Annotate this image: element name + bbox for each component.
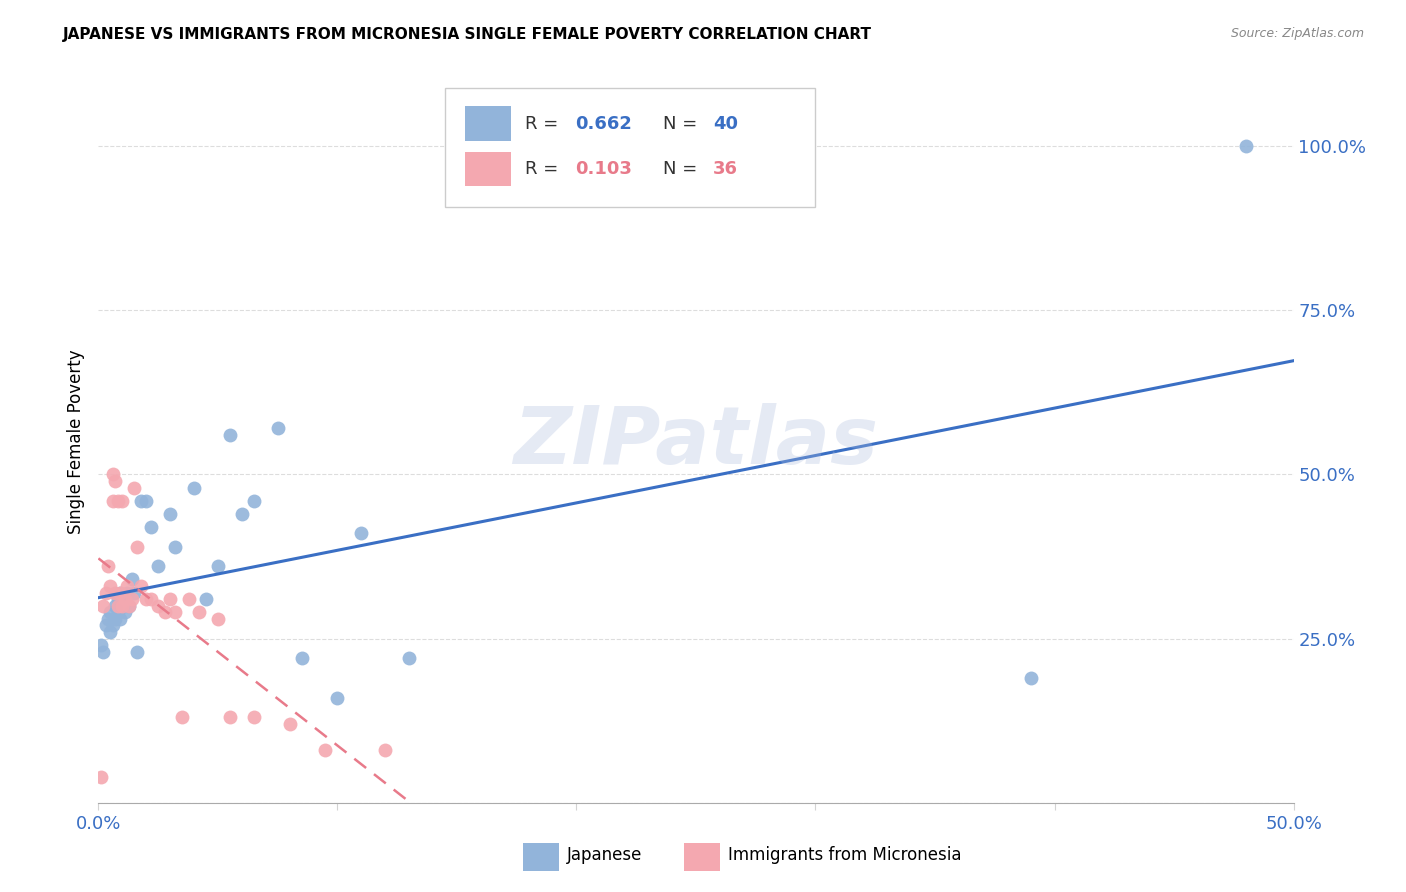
Point [107, 592, 129, 607]
Point [183, 481, 205, 495]
Point [278, 717, 301, 731]
Point [114, 605, 136, 619]
Point [124, 585, 146, 599]
Text: 0.103: 0.103 [575, 161, 633, 178]
Point [163, 540, 186, 554]
Text: 0.662: 0.662 [575, 115, 633, 133]
Point [98, 625, 122, 640]
Point [108, 612, 131, 626]
Point [101, 493, 124, 508]
Point [124, 481, 146, 495]
Point [187, 605, 209, 619]
Point [91, 599, 114, 613]
Point [243, 493, 266, 508]
Point [172, 710, 194, 724]
Text: R =: R = [524, 161, 564, 178]
FancyBboxPatch shape [523, 843, 558, 871]
Point [219, 710, 242, 724]
Point [131, 579, 153, 593]
Point [97, 559, 120, 574]
Point [98, 579, 122, 593]
Point [148, 559, 170, 574]
Point [135, 592, 157, 607]
Point [94, 585, 117, 599]
Point [148, 599, 170, 613]
Text: Japanese: Japanese [567, 846, 643, 863]
Text: R =: R = [524, 115, 564, 133]
Point [243, 710, 266, 724]
Point [179, 592, 201, 607]
Point [326, 690, 349, 705]
Point [207, 612, 229, 626]
Point [121, 592, 143, 607]
Point [195, 592, 218, 607]
Point [1019, 671, 1042, 685]
Point [131, 493, 153, 508]
Point [108, 585, 131, 599]
FancyBboxPatch shape [465, 152, 510, 186]
Text: JAPANESE VS IMMIGRANTS FROM MICRONESIA SINGLE FEMALE POVERTY CORRELATION CHART: JAPANESE VS IMMIGRANTS FROM MICRONESIA S… [63, 27, 872, 42]
Point [107, 605, 129, 619]
Point [91, 645, 114, 659]
Point [118, 599, 141, 613]
Text: Immigrants from Micronesia: Immigrants from Micronesia [728, 846, 962, 863]
Point [267, 421, 290, 435]
Point [118, 599, 141, 613]
Point [107, 493, 129, 508]
Point [219, 428, 242, 442]
Text: 40: 40 [713, 115, 738, 133]
Text: Source: ZipAtlas.com: Source: ZipAtlas.com [1230, 27, 1364, 40]
FancyBboxPatch shape [446, 87, 815, 207]
Point [139, 520, 162, 534]
Point [315, 743, 337, 757]
Point [115, 579, 138, 593]
Point [207, 559, 229, 574]
Point [111, 599, 134, 613]
Point [114, 592, 136, 607]
Point [104, 599, 127, 613]
Text: N =: N = [662, 115, 703, 133]
Point [104, 474, 127, 488]
Point [101, 618, 124, 632]
Point [104, 585, 127, 599]
Point [155, 605, 177, 619]
Point [163, 605, 186, 619]
Point [108, 585, 131, 599]
Point [350, 526, 373, 541]
Point [90, 770, 112, 784]
Point [111, 592, 134, 607]
Point [121, 573, 143, 587]
FancyBboxPatch shape [465, 106, 510, 141]
Text: 36: 36 [713, 161, 738, 178]
Point [159, 592, 181, 607]
Y-axis label: Single Female Poverty: Single Female Poverty [66, 350, 84, 533]
Point [125, 540, 148, 554]
Point [111, 493, 134, 508]
FancyBboxPatch shape [685, 843, 720, 871]
Point [374, 743, 396, 757]
Point [159, 507, 181, 521]
Point [98, 605, 122, 619]
Point [115, 585, 138, 599]
Point [90, 638, 112, 652]
Point [135, 493, 157, 508]
Point [139, 592, 162, 607]
Point [125, 645, 148, 659]
Point [291, 651, 314, 665]
Point [398, 651, 420, 665]
Point [97, 612, 120, 626]
Point [111, 599, 134, 613]
Text: N =: N = [662, 161, 703, 178]
Point [107, 599, 129, 613]
Point [231, 507, 253, 521]
Point [104, 612, 127, 626]
Point [94, 618, 117, 632]
Point [101, 467, 124, 482]
Text: ZIPatlas: ZIPatlas [513, 402, 879, 481]
Point [1234, 139, 1257, 153]
